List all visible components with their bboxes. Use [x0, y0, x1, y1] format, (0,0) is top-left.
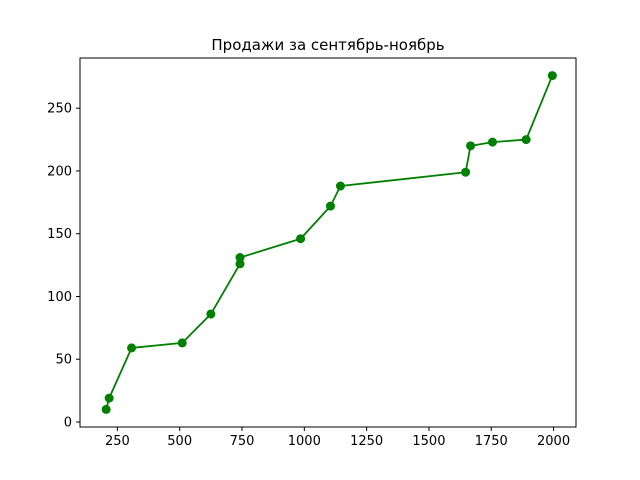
- x-tick-label: 1750: [475, 434, 508, 449]
- chart-title: Продажи за сентябрь-ноябрь: [211, 36, 444, 54]
- x-tick-label: 250: [105, 434, 130, 449]
- y-tick-label: 250: [47, 102, 72, 117]
- data-point: [335, 181, 345, 191]
- data-point: [101, 404, 111, 414]
- data-point: [488, 137, 497, 147]
- data-point: [461, 167, 471, 177]
- y-tick-label: 150: [47, 227, 72, 242]
- data-point: [466, 141, 476, 151]
- y-tick-label: 100: [47, 290, 72, 305]
- data-point: [177, 338, 187, 348]
- axes-frame: [79, 57, 577, 428]
- data-point: [104, 393, 114, 403]
- x-tick-label: 1500: [412, 434, 445, 449]
- data-point: [235, 259, 245, 269]
- data-point: [521, 135, 531, 145]
- y-tick-label: 200: [47, 164, 72, 179]
- data-point: [296, 234, 306, 244]
- data-point: [206, 309, 216, 319]
- x-tick-label: 1250: [350, 434, 383, 449]
- data-point: [127, 343, 137, 353]
- x-tick-label: 1000: [288, 434, 321, 449]
- x-tick-label: 2000: [537, 434, 570, 449]
- x-tick-label: 750: [230, 434, 255, 449]
- x-tick-label: 500: [167, 434, 192, 449]
- y-tick-label: 0: [64, 415, 72, 430]
- data-point: [235, 253, 245, 263]
- data-point: [325, 201, 335, 211]
- y-tick-label: 50: [55, 353, 72, 368]
- data-point: [547, 71, 557, 81]
- plot-area: 250 500 750 1000 1250 1500 1750 2000 0 50 100 150 20…: [47, 57, 577, 449]
